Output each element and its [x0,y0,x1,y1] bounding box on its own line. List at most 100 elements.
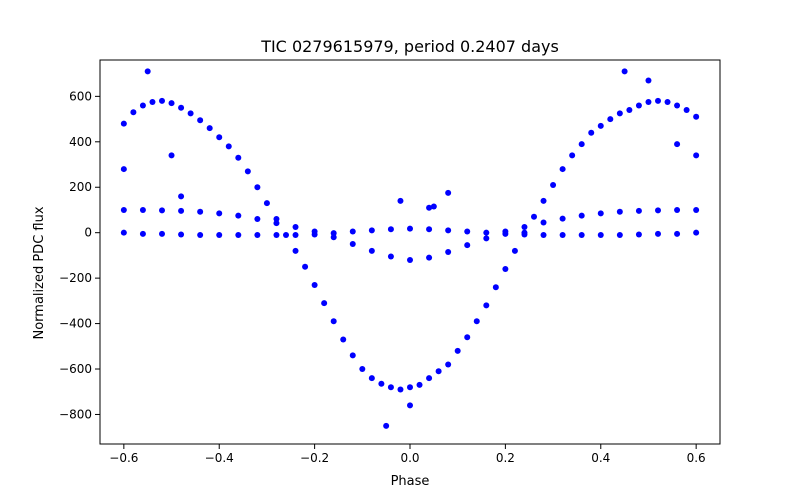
y-tick-label: 0 [84,226,92,240]
y-axis-label: Normalized PDC flux [32,206,47,339]
data-point [655,207,661,214]
data-point [349,241,356,248]
data-point [540,231,547,238]
data-point [502,230,509,237]
data-point [254,231,261,238]
data-point [559,231,566,238]
data-point [416,381,423,388]
data-point [655,97,661,104]
data-point [521,231,528,238]
data-point [407,225,413,232]
y-tick-label: 600 [69,89,92,103]
data-point [674,206,681,213]
data-point [473,318,480,325]
series-2 [120,225,700,238]
y-tick-label: −400 [59,317,92,331]
data-point [407,256,413,263]
data-point [445,189,452,196]
data-point [550,181,557,188]
data-point [244,168,251,175]
data-point [216,231,223,238]
data-point [483,235,490,242]
data-point [254,184,261,191]
data-point [178,207,185,214]
data-point [139,102,146,109]
data-point [445,361,452,368]
data-point [559,166,566,173]
data-point [426,226,433,233]
data-point [292,224,299,231]
data-point [397,386,404,393]
data-point [645,77,652,84]
data-point [349,228,356,235]
data-point [430,203,437,210]
data-point [254,216,261,223]
data-point [216,134,223,141]
data-point [464,334,471,341]
x-tick-label: −0.4 [205,451,234,465]
data-point [144,68,151,75]
data-point [330,318,337,325]
x-tick-label: 0.2 [496,451,515,465]
data-point [302,263,309,270]
data-point [383,422,390,429]
data-point [621,68,628,75]
data-point [197,208,204,215]
data-point [597,122,604,129]
data-point [693,206,700,213]
x-tick-label: 0.4 [591,451,610,465]
x-tick-label: −0.6 [109,451,138,465]
plot-frame [99,59,721,445]
series-3 [120,68,700,429]
data-point [321,300,328,307]
data-point [139,206,146,213]
data-point [187,110,194,117]
data-point [454,347,461,354]
data-point [674,230,681,237]
points-layer [120,68,700,429]
tick-layer: −0.6 −0.4 −0.2 0.0 0.2 0.4 0.6 −800 −600 −400 −200… [59,89,706,465]
data-point [607,116,614,123]
data-point [168,152,175,159]
data-point [159,97,165,104]
data-point [664,99,671,106]
data-point [616,110,623,117]
data-point [597,210,604,217]
data-point [635,231,642,238]
data-point [502,266,509,273]
x-tick-label: 0.0 [400,451,419,465]
x-tick-label: 0.6 [687,451,706,465]
data-point [139,230,146,237]
data-point [206,125,213,132]
data-point [349,352,356,359]
data-point [120,229,127,236]
data-point [407,384,413,391]
data-point [531,213,537,220]
data-point [626,106,633,113]
data-point [483,229,490,236]
data-point [359,366,366,373]
data-point [120,120,127,127]
y-tick-label: 400 [69,135,92,149]
data-point [159,230,165,237]
data-point [569,152,576,159]
data-point [387,226,394,233]
data-point [263,200,270,207]
data-point [273,231,280,238]
data-point [197,231,204,238]
data-point [235,154,242,161]
data-point [407,402,413,409]
data-point [426,375,433,382]
data-point [635,102,642,109]
data-point [178,104,185,111]
data-point [540,197,547,204]
data-point [588,129,595,136]
data-point [120,166,127,173]
data-point [693,113,700,120]
data-point [311,231,318,238]
data-point [197,117,204,124]
data-point [378,380,385,387]
data-point [273,220,280,227]
data-point [368,247,375,254]
